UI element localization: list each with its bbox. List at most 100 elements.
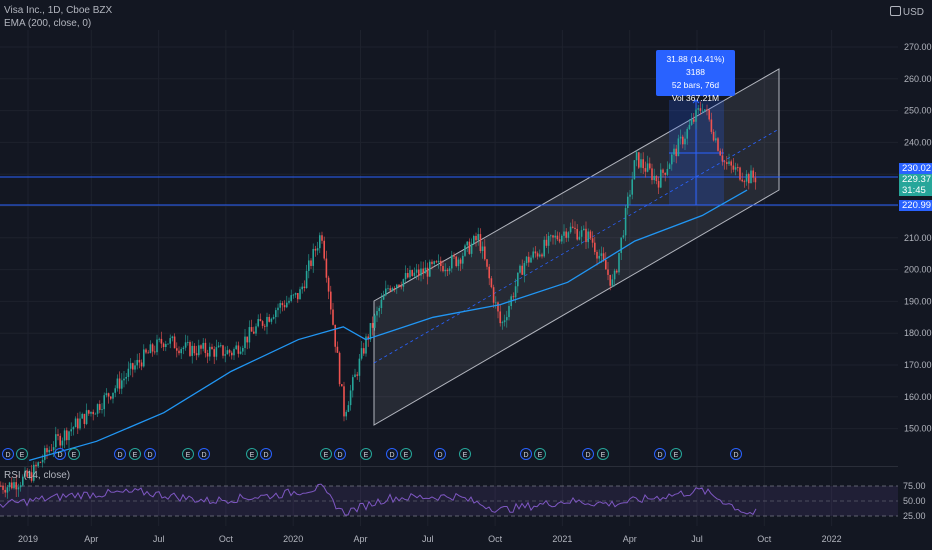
candle-body <box>151 344 154 352</box>
candle-body <box>488 266 490 279</box>
candle-body <box>653 175 655 181</box>
candle-body <box>728 161 730 165</box>
candle-body <box>748 174 750 184</box>
time-tick: 2019 <box>18 534 38 544</box>
candle-body <box>129 363 132 369</box>
candle-body <box>743 181 746 183</box>
candle-body <box>114 388 116 393</box>
candle-body <box>266 316 268 327</box>
earnings-marker-icon <box>68 448 80 460</box>
candle-body <box>673 148 675 155</box>
candle-body <box>303 286 306 289</box>
candle-body <box>437 260 440 263</box>
candle-body <box>649 163 651 169</box>
candle-body <box>110 396 112 399</box>
time-tick: Jul <box>691 534 703 544</box>
candle-body <box>638 152 640 168</box>
time-tick: 2021 <box>552 534 572 544</box>
candle-body <box>4 489 6 493</box>
candle-body <box>690 119 693 125</box>
candle-body <box>664 172 666 175</box>
candle-body <box>338 352 341 385</box>
dividend-marker-icon <box>582 448 594 460</box>
rsi-legend[interactable]: RSI (14, close) <box>4 470 71 481</box>
candle-body <box>616 270 618 273</box>
candle-body <box>400 286 402 288</box>
dividend-marker-icon <box>260 448 272 460</box>
symbol-title[interactable]: Visa Inc., 1D, Cboe BZX <box>4 5 113 16</box>
candle-body <box>506 317 508 321</box>
candle-body <box>81 413 83 419</box>
candle-body <box>217 345 220 348</box>
candle-body <box>132 363 134 370</box>
candle-body <box>134 365 136 370</box>
candle-body <box>550 235 552 237</box>
marker-letter: D <box>389 452 394 459</box>
candle-body <box>677 138 680 157</box>
candle-body <box>354 374 356 378</box>
candle-body <box>162 343 165 348</box>
candle-body <box>528 256 530 263</box>
candle-body <box>169 338 171 344</box>
candle-body <box>660 169 662 188</box>
time-tick: Jul <box>422 534 434 544</box>
marker-letter: E <box>364 452 369 459</box>
candle-body <box>429 261 431 277</box>
candle-body <box>451 255 453 269</box>
dividend-marker-icon <box>520 448 532 460</box>
countdown-tag: 31:45 <box>899 185 932 196</box>
candle-body <box>237 345 240 354</box>
candle-body <box>48 449 50 453</box>
parallel-channel[interactable] <box>373 68 780 426</box>
marker-letter: D <box>523 452 528 459</box>
price-tick: 180.00 <box>904 328 932 338</box>
candle-body <box>349 390 352 406</box>
candle-body <box>253 331 255 334</box>
candle-body <box>85 410 88 424</box>
candle-body <box>46 448 48 453</box>
price-tick: 270.00 <box>904 42 932 52</box>
candle-body <box>173 336 176 349</box>
candle-body <box>633 160 636 180</box>
candle-body <box>561 235 563 242</box>
candle-body <box>651 168 653 181</box>
rsi-tick: 75.00 <box>903 481 926 491</box>
candle-body <box>739 167 741 180</box>
candle-body <box>475 235 477 241</box>
earnings-marker-icon <box>320 448 332 460</box>
measure-bars: 52 bars, 76d <box>671 80 720 90</box>
candle-body <box>378 308 380 312</box>
candle-body <box>745 174 748 182</box>
candle-body <box>389 288 391 291</box>
candle-body <box>607 269 609 275</box>
candle-body <box>123 378 125 381</box>
candle-body <box>204 342 207 354</box>
candle-body <box>72 427 75 430</box>
candle-body <box>444 269 446 272</box>
candle-body <box>363 348 365 354</box>
candle-body <box>268 316 270 322</box>
candle-body <box>468 241 471 254</box>
candle-body <box>589 231 592 239</box>
candle-body <box>495 302 497 304</box>
candle-body <box>270 318 273 322</box>
candle-body <box>682 136 684 145</box>
candle-body <box>231 352 233 356</box>
currency-label[interactable]: USD <box>889 6 924 18</box>
candle-body <box>356 374 358 376</box>
time-tick: 2022 <box>822 534 842 544</box>
marker-letter: D <box>201 452 206 459</box>
price-tick: 210.00 <box>904 233 932 243</box>
candle-body <box>6 487 9 493</box>
time-axis: 2019 Apr Jul Oct 2020 Apr Jul Oct 2021 Apr Jul Oct 2… <box>18 534 842 544</box>
candle-body <box>283 305 286 308</box>
time-tick: Oct <box>757 534 772 544</box>
candle-body <box>125 376 127 379</box>
candle-body <box>180 349 182 354</box>
marker-letter: E <box>20 452 25 459</box>
candle-body <box>741 179 743 182</box>
dividend-marker-icon <box>114 448 126 460</box>
ema-legend[interactable]: EMA (200, close, 0) <box>4 18 92 29</box>
measure-volume: Vol 367.21M <box>671 93 720 103</box>
